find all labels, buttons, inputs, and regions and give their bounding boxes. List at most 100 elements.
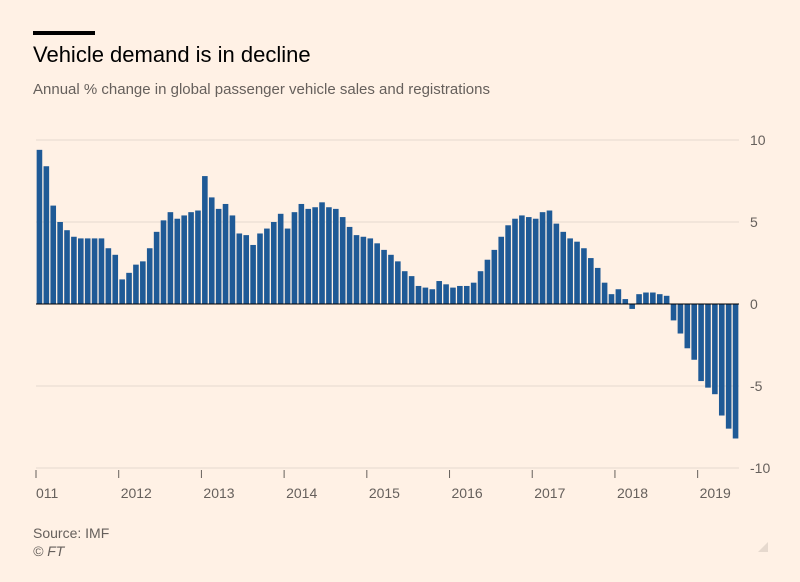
bar — [436, 281, 442, 304]
bar — [429, 289, 436, 304]
bar — [388, 254, 394, 304]
bar — [725, 304, 732, 429]
bar — [298, 203, 305, 304]
bar — [415, 285, 422, 304]
bar — [270, 222, 277, 304]
bar — [670, 304, 677, 321]
bar — [712, 304, 718, 395]
bar — [195, 210, 201, 304]
x-tick-label: 2016 — [452, 485, 483, 501]
bar — [608, 294, 615, 304]
bar — [477, 271, 484, 304]
bar — [119, 279, 125, 304]
bar — [505, 225, 511, 304]
bar — [57, 222, 63, 304]
bar — [705, 304, 711, 388]
bar — [146, 248, 153, 304]
bar — [367, 238, 374, 304]
bar — [546, 210, 553, 304]
y-tick-label: 0 — [750, 296, 758, 312]
bar — [450, 287, 456, 304]
bar — [36, 149, 43, 304]
bar — [677, 304, 684, 334]
bar — [215, 208, 222, 304]
bar — [250, 244, 256, 304]
bar — [539, 212, 546, 304]
chart-title: Vehicle demand is in decline — [33, 42, 311, 67]
bar — [588, 258, 594, 304]
x-tick-label: 2017 — [534, 485, 565, 501]
bar — [512, 218, 518, 304]
bar — [484, 259, 491, 304]
bar — [91, 238, 98, 304]
bar — [257, 233, 263, 304]
bar — [236, 233, 243, 304]
bar — [71, 236, 77, 304]
bar — [229, 215, 236, 304]
x-tick-label: 2018 — [617, 485, 648, 501]
bar — [174, 218, 181, 304]
source-note: Source: IMF — [33, 525, 110, 541]
bar — [567, 238, 573, 304]
bar — [243, 235, 250, 304]
bar — [457, 285, 463, 304]
bar — [133, 264, 139, 304]
bar — [615, 289, 622, 304]
bar — [395, 261, 401, 304]
bar — [360, 236, 367, 304]
y-tick-label: 10 — [750, 132, 766, 148]
bar — [443, 284, 449, 304]
bar — [532, 218, 539, 304]
bar — [291, 212, 298, 304]
bar — [525, 217, 532, 304]
bar — [43, 166, 50, 304]
bar — [353, 235, 360, 304]
bar — [312, 207, 318, 304]
bar — [401, 271, 408, 304]
bar — [381, 249, 387, 304]
bar — [84, 238, 91, 304]
bar — [732, 304, 739, 439]
x-tick-label: 2015 — [369, 485, 400, 501]
bar — [181, 215, 187, 304]
bar — [718, 304, 725, 416]
bar — [78, 238, 84, 304]
bar — [601, 282, 608, 304]
bar — [470, 282, 477, 304]
x-tick-label: 2013 — [203, 485, 234, 501]
bar — [339, 217, 346, 304]
bar — [463, 285, 470, 304]
bar — [698, 304, 704, 382]
corner-mark — [758, 542, 768, 552]
chart-subtitle: Annual % change in global passenger vehi… — [33, 81, 490, 98]
bar — [553, 223, 560, 304]
x-tick-label: 011 — [36, 485, 59, 501]
bar — [98, 238, 105, 304]
bar — [519, 215, 525, 304]
bar — [346, 226, 353, 304]
bar — [422, 287, 429, 304]
bar — [629, 304, 635, 309]
bar — [140, 261, 146, 304]
bar — [167, 212, 174, 304]
bar — [581, 248, 587, 304]
bar — [636, 294, 642, 304]
bar — [277, 213, 284, 304]
bar — [408, 276, 415, 304]
bar — [326, 207, 332, 304]
bar — [594, 267, 601, 304]
bar — [560, 231, 567, 304]
title-rule — [33, 31, 95, 35]
bar — [691, 304, 697, 360]
bar — [208, 197, 215, 304]
bar — [656, 294, 663, 304]
bar — [663, 295, 670, 304]
bar — [319, 202, 325, 304]
x-tick-label: 2019 — [700, 485, 731, 501]
bar — [264, 228, 270, 304]
bar — [643, 292, 649, 304]
bar — [333, 208, 339, 304]
bar — [284, 228, 291, 304]
bar — [153, 231, 160, 304]
